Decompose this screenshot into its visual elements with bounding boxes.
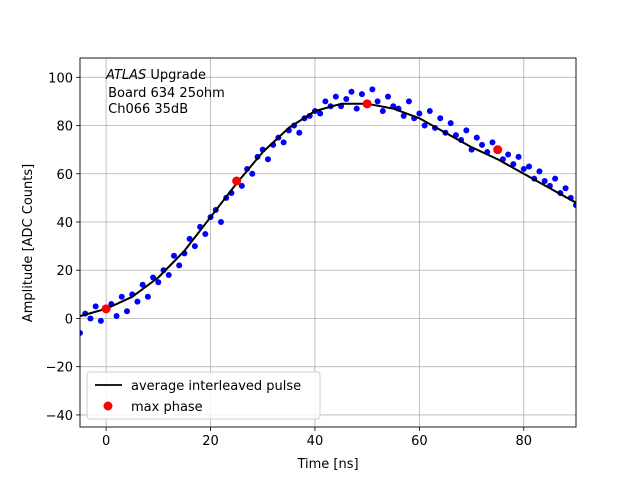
scatter-point [552,175,559,182]
scatter-point [358,91,365,98]
scatter-point [123,308,130,315]
scatter-point [536,168,543,175]
y-tick-label: 0 [65,312,73,327]
axes [76,57,577,431]
legend-label-max-phase: max phase [131,400,203,415]
scatter-point [405,98,412,105]
scatter-point [322,98,329,105]
scatter-point [202,231,209,238]
scatter-point [473,134,480,141]
scatter-point [150,274,157,281]
annotation-line-1: ATLAS Upgrade [105,68,206,83]
x-tick-label: 0 [102,434,110,449]
scatter-point [92,303,99,310]
scatter-point [400,112,407,119]
legend-box [86,371,321,420]
scatter-point [97,317,104,324]
max-phase-series [101,99,503,314]
y-tick-label: 20 [56,264,73,279]
scatter-point [155,279,162,286]
scatter-point [348,88,355,95]
legend: average interleaved pulse max phase [86,371,321,420]
scatter-point [489,139,496,146]
y-tick-label: −40 [46,409,73,424]
scatter-point [369,86,376,93]
max-phase-point [232,176,242,186]
scatter-point [296,129,303,136]
scatter-point [332,93,339,100]
scatter-point [421,122,428,129]
x-axis-label: Time [ns] [296,457,358,472]
scatter-point [447,120,454,127]
scatter-point [426,108,433,115]
annotation-upgrade: Upgrade [146,68,206,83]
tick-labels: 0 20 40 60 80 −40 −20 0 20 40 60 80 100 [46,71,533,449]
scatter-point [526,163,533,170]
scatter-point [87,315,94,322]
scatter-point [134,298,141,305]
max-phase-point [362,99,372,109]
scatter-point [515,153,522,160]
scatter-point [165,272,172,279]
scatter-point [385,93,392,100]
axes-frame [79,57,577,428]
x-tick-label: 40 [307,434,324,449]
scatter-point [416,110,423,117]
annotation: ATLAS Upgrade Board 634 25ohm Ch066 35dB [104,68,225,117]
scatter-point [80,329,83,336]
max-phase-point [493,145,503,155]
scatter-point [238,182,245,189]
x-tick-label: 80 [516,434,533,449]
scatter-point [374,98,381,105]
annotation-line-2: Board 634 25ohm [104,86,225,101]
scatter-point [176,262,183,269]
scatter-point [264,156,271,163]
scatter-point [437,115,444,122]
y-axis-label: Amplitude [ADC Counts] [21,164,36,322]
scatter-point [479,141,486,148]
plot-area [80,86,576,336]
scatter-point [573,202,576,209]
y-tick-label: 40 [56,216,73,231]
scatter-point [541,178,548,184]
scatter-point [217,219,224,225]
annotation-atlas: ATLAS [105,68,146,83]
y-tick-label: −20 [46,361,73,376]
scatter-point [113,313,120,320]
scatter-point [343,96,350,102]
average-pulse-line [80,102,576,318]
max-phase-point [101,304,111,314]
scatter-point [353,105,360,112]
scatter-point [139,281,146,288]
scatter-point [191,243,198,250]
scatter-point [249,170,256,177]
scatter-point [118,293,125,300]
scatter-point [505,151,512,158]
legend-label-average: average interleaved pulse [131,379,301,394]
scatter-point [280,139,287,146]
scatter-point [562,185,569,192]
annotation-line-3: Ch066 35dB [104,102,188,117]
scatter-point [144,293,151,300]
scatter-point [317,110,324,117]
scatter-point [510,161,517,168]
y-tick-label: 80 [56,120,73,135]
scatter-point [520,165,527,172]
scatter-point [186,235,193,242]
x-tick-label: 20 [202,434,219,449]
scatter-point [379,108,386,115]
scatter-point [170,252,177,259]
x-tick-label: 60 [411,434,428,449]
scatter-point [463,127,470,134]
legend-marker-icon [103,401,113,411]
y-tick-label: 60 [56,168,73,183]
y-tick-label: 100 [48,71,73,86]
